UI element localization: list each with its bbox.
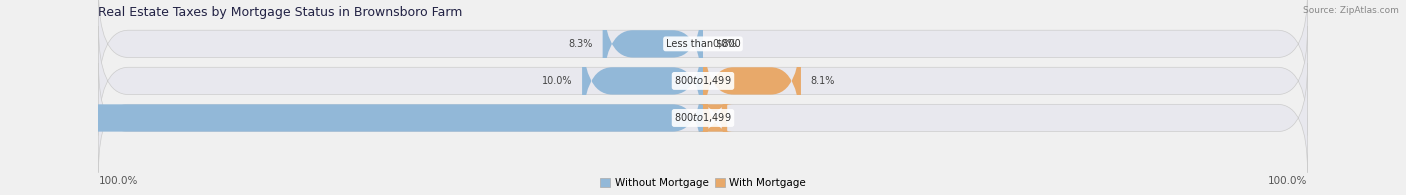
- FancyBboxPatch shape: [697, 63, 734, 173]
- Text: 100.0%: 100.0%: [98, 176, 138, 186]
- Text: 0.0%: 0.0%: [713, 39, 737, 49]
- FancyBboxPatch shape: [98, 0, 1308, 98]
- Text: 8.1%: 8.1%: [811, 76, 835, 86]
- FancyBboxPatch shape: [703, 26, 801, 136]
- FancyBboxPatch shape: [603, 0, 703, 98]
- Text: Source: ZipAtlas.com: Source: ZipAtlas.com: [1303, 6, 1399, 15]
- Text: $800 to $1,499: $800 to $1,499: [675, 112, 731, 124]
- Text: $800 to $1,499: $800 to $1,499: [675, 74, 731, 87]
- Text: 100.0%: 100.0%: [1268, 176, 1308, 186]
- FancyBboxPatch shape: [98, 63, 1308, 173]
- Text: Real Estate Taxes by Mortgage Status in Brownsboro Farm: Real Estate Taxes by Mortgage Status in …: [98, 6, 463, 19]
- Text: 10.0%: 10.0%: [541, 76, 572, 86]
- FancyBboxPatch shape: [98, 26, 1308, 136]
- Text: 8.3%: 8.3%: [568, 39, 593, 49]
- Text: Less than $800: Less than $800: [665, 39, 741, 49]
- FancyBboxPatch shape: [0, 63, 703, 173]
- FancyBboxPatch shape: [582, 26, 703, 136]
- Legend: Without Mortgage, With Mortgage: Without Mortgage, With Mortgage: [600, 178, 806, 188]
